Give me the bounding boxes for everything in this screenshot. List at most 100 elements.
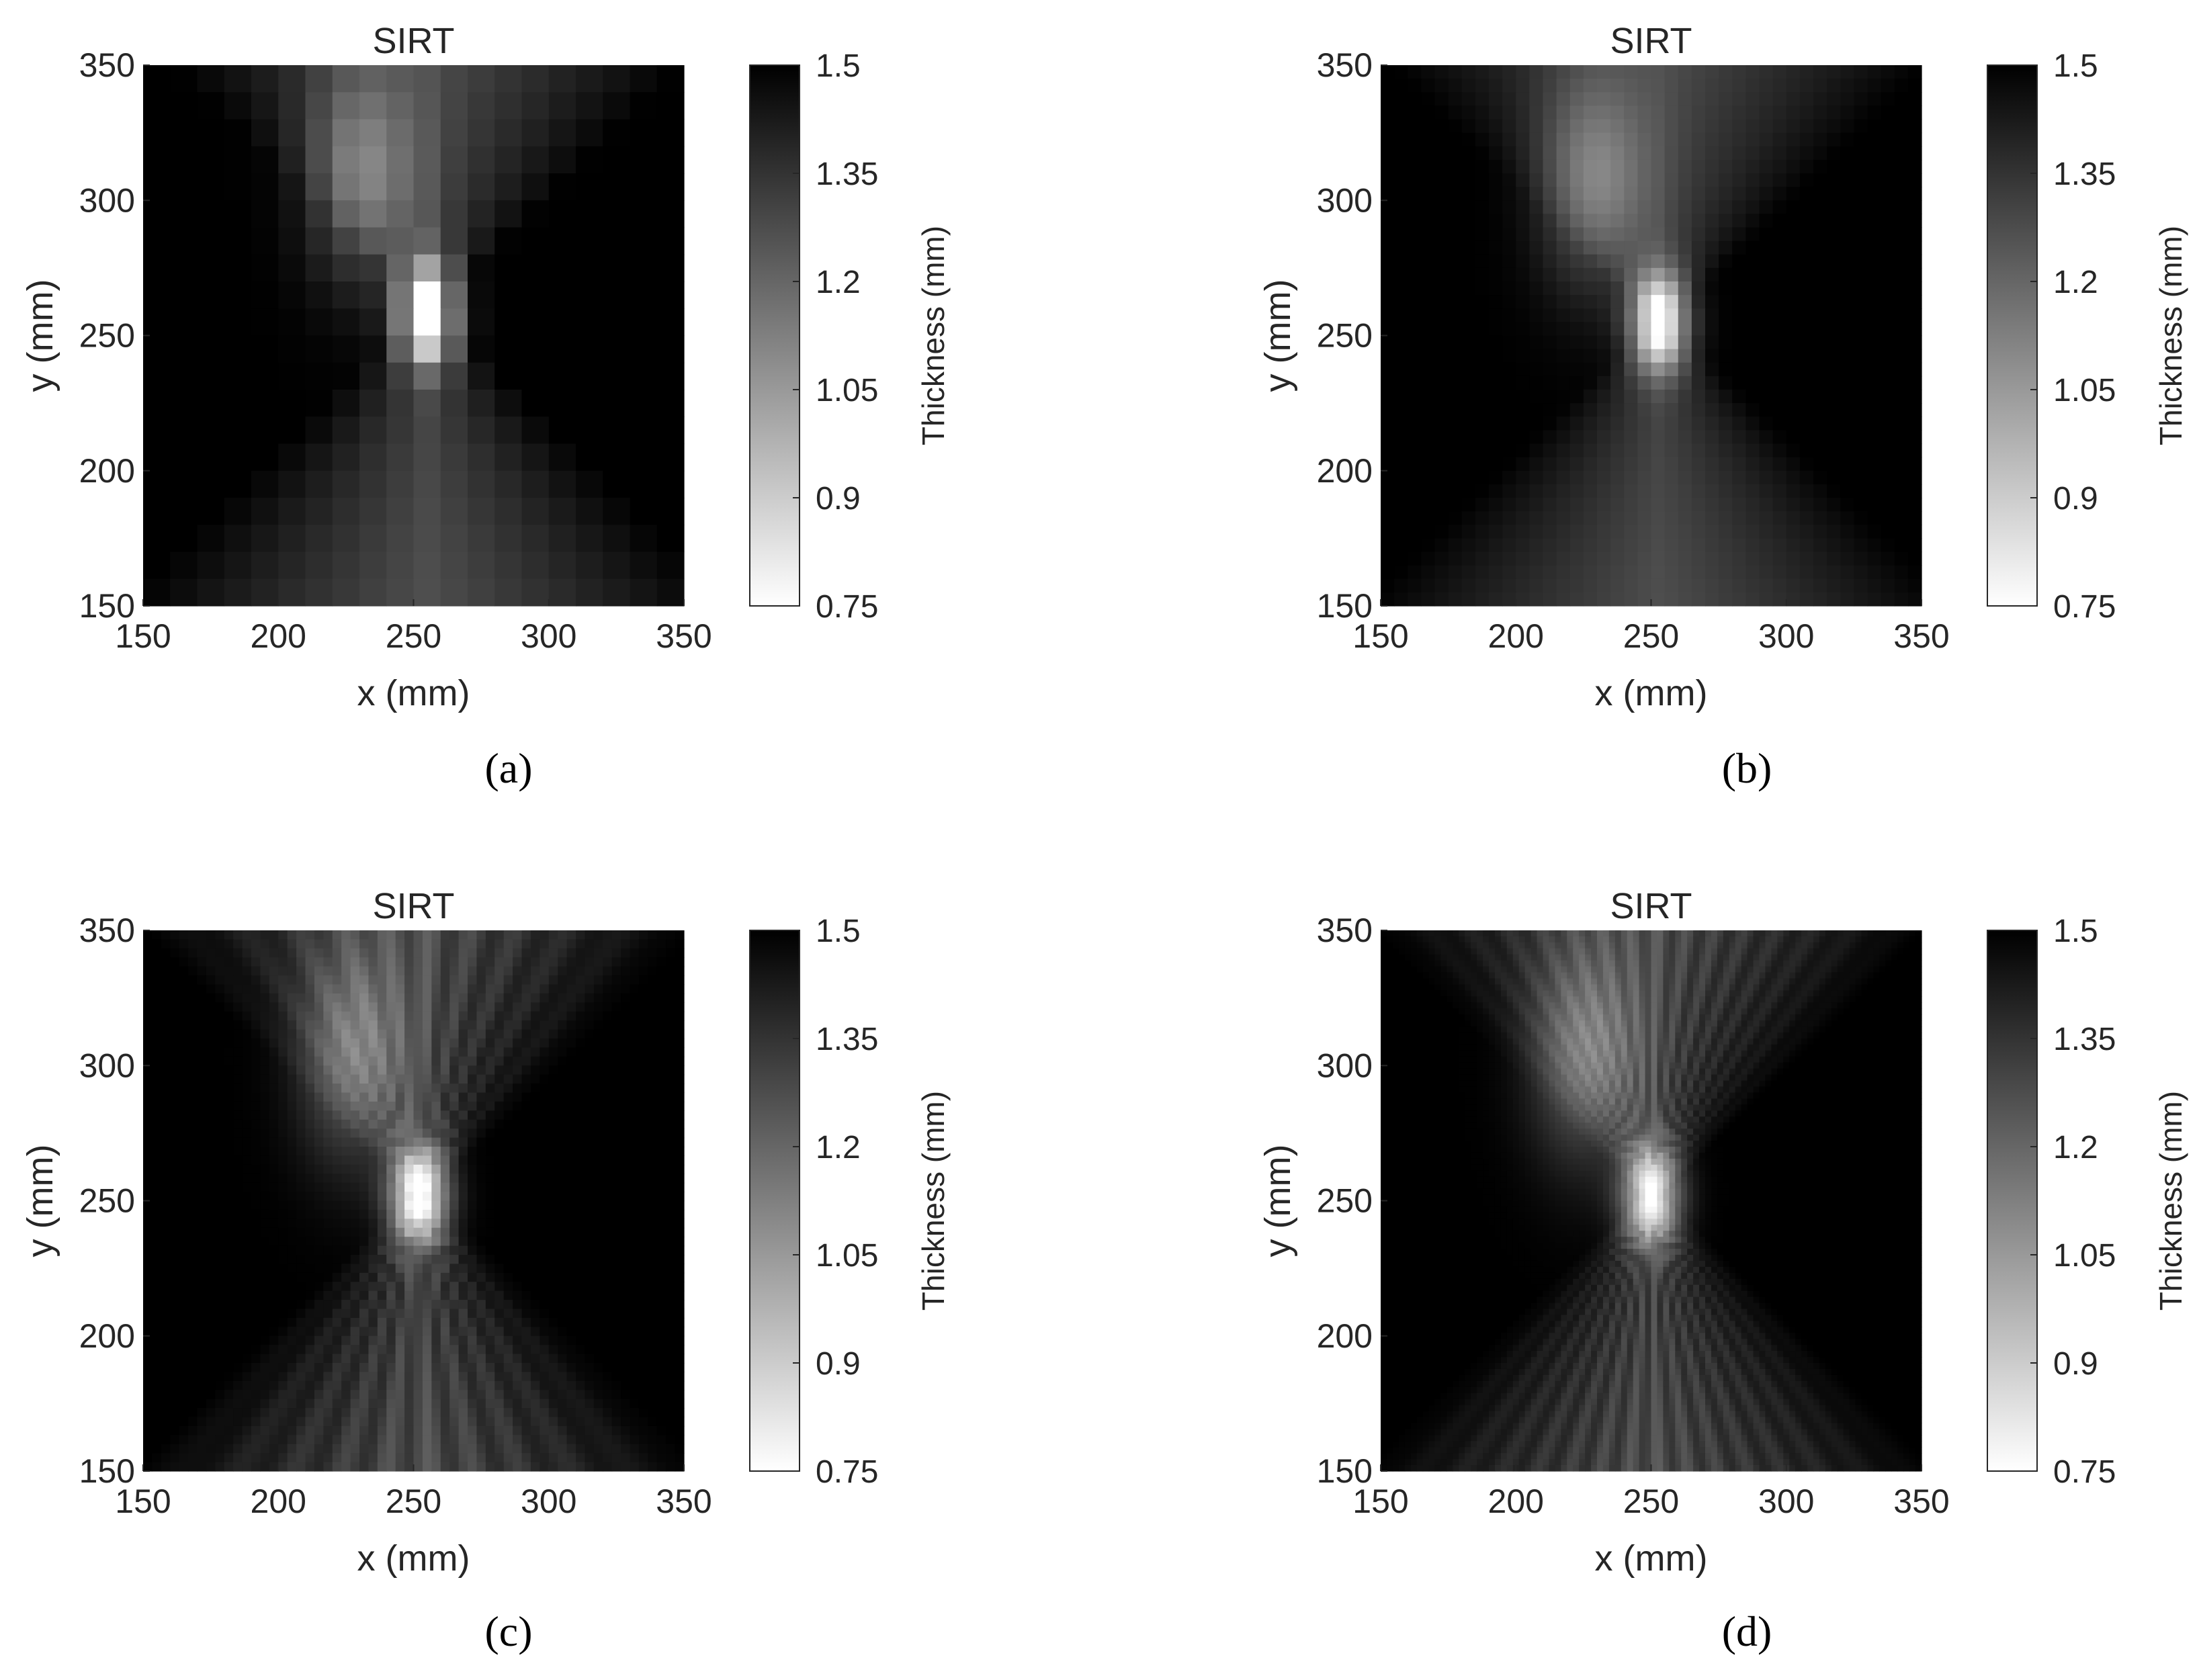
heatmap-cell bbox=[485, 1317, 495, 1327]
heatmap-cell bbox=[143, 1129, 153, 1139]
heatmap-cell bbox=[494, 1011, 505, 1021]
heatmap-cell bbox=[1664, 470, 1679, 485]
heatmap-cell bbox=[1813, 173, 1827, 187]
heatmap-cell bbox=[648, 1227, 658, 1237]
heatmap-cell bbox=[1705, 173, 1719, 187]
heatmap-cell bbox=[593, 1092, 603, 1102]
heatmap-cell bbox=[1840, 281, 1854, 296]
heatmap-cell bbox=[1583, 281, 1598, 296]
heatmap-cell bbox=[1881, 281, 1895, 296]
heatmap-cell bbox=[1827, 349, 1841, 363]
heatmap-cell bbox=[1664, 362, 1679, 377]
heatmap-cell bbox=[1421, 65, 1436, 79]
heatmap-cell bbox=[1637, 92, 1652, 106]
heatmap-cell bbox=[1556, 92, 1571, 106]
heatmap-cell bbox=[404, 1282, 415, 1292]
heatmap-cell bbox=[1394, 511, 1408, 525]
heatmap-cell bbox=[566, 1065, 576, 1075]
heatmap-cell bbox=[314, 1174, 324, 1184]
heatmap-cell bbox=[143, 1065, 153, 1075]
heatmap-cell bbox=[314, 1092, 324, 1102]
heatmap-cell bbox=[1719, 79, 1733, 93]
heatmap-cell bbox=[1502, 416, 1516, 431]
heatmap-cell bbox=[413, 1020, 423, 1030]
heatmap-cell bbox=[1705, 498, 1719, 512]
heatmap-cell bbox=[468, 92, 495, 120]
heatmap-cell bbox=[278, 957, 288, 967]
heatmap-cell bbox=[251, 993, 261, 1003]
heatmap-cell bbox=[1840, 308, 1854, 322]
heatmap-cell bbox=[1705, 281, 1719, 296]
heatmap-cell bbox=[468, 948, 478, 958]
heatmap-cell bbox=[1732, 132, 1746, 147]
heatmap-cell bbox=[1719, 214, 1733, 228]
heatmap-cell bbox=[675, 1345, 685, 1355]
y-tick-label: 250 bbox=[79, 317, 135, 355]
heatmap-cell bbox=[359, 1047, 370, 1057]
heatmap-cell bbox=[152, 1209, 162, 1219]
heatmap-cell bbox=[305, 1119, 315, 1129]
heatmap-cell bbox=[413, 390, 441, 417]
heatmap-cell bbox=[585, 1137, 595, 1147]
heatmap-cell bbox=[521, 1155, 531, 1165]
heatmap-cell bbox=[675, 1119, 685, 1129]
heatmap-cell bbox=[431, 1084, 441, 1094]
heatmap-cell bbox=[1732, 214, 1746, 228]
heatmap-cell bbox=[188, 930, 198, 940]
heatmap-cell bbox=[413, 1002, 423, 1012]
heatmap-cell bbox=[1448, 551, 1463, 566]
heatmap-cell bbox=[1461, 498, 1476, 512]
heatmap-cell bbox=[161, 1074, 171, 1084]
heatmap-cell bbox=[431, 1264, 441, 1274]
heatmap-cell bbox=[1434, 79, 1449, 93]
heatmap-cell bbox=[278, 1084, 288, 1094]
heatmap-cell bbox=[1813, 457, 1827, 472]
heatmap-cell bbox=[585, 1300, 595, 1310]
heatmap-cell bbox=[548, 173, 576, 201]
heatmap-cell bbox=[179, 1272, 189, 1282]
heatmap-cell bbox=[1745, 159, 1760, 174]
heatmap-cell bbox=[1827, 390, 1841, 404]
heatmap-cell bbox=[503, 1011, 513, 1021]
colorbar-tick-label: 0.9 bbox=[816, 481, 861, 517]
heatmap-cell bbox=[296, 1119, 306, 1129]
heatmap-cell bbox=[1867, 65, 1882, 79]
heatmap-cell bbox=[332, 1245, 342, 1255]
heatmap-cell bbox=[1381, 349, 1395, 363]
heatmap-cell bbox=[278, 1192, 288, 1202]
heatmap-cell bbox=[323, 1002, 333, 1012]
heatmap-cell bbox=[161, 939, 171, 949]
heatmap-cell bbox=[1637, 173, 1652, 187]
heatmap-cell bbox=[1759, 214, 1774, 228]
heatmap-cell bbox=[1502, 511, 1516, 525]
heatmap-cell bbox=[611, 1074, 621, 1084]
heatmap-cell bbox=[1705, 132, 1719, 147]
heatmap-cell bbox=[1502, 335, 1516, 350]
heatmap-cell bbox=[1502, 119, 1516, 134]
heatmap-cell bbox=[558, 1282, 568, 1292]
heatmap-cell bbox=[1475, 578, 1490, 593]
heatmap-cell bbox=[1772, 295, 1787, 309]
heatmap-cell bbox=[1529, 403, 1544, 417]
heatmap-cell bbox=[540, 1101, 550, 1111]
heatmap-cell bbox=[1664, 132, 1679, 147]
heatmap-cell bbox=[1583, 187, 1598, 201]
heatmap-cell bbox=[1772, 267, 1787, 282]
heatmap-cell bbox=[675, 1300, 685, 1310]
heatmap-cell bbox=[485, 939, 495, 949]
heatmap-cell bbox=[170, 1029, 180, 1039]
heatmap-cell bbox=[576, 362, 603, 390]
heatmap-cell bbox=[585, 1029, 595, 1039]
heatmap-cell bbox=[1448, 349, 1463, 363]
heatmap-cell bbox=[449, 1084, 460, 1094]
heatmap-cell bbox=[269, 1209, 279, 1219]
heatmap-cell bbox=[296, 948, 306, 958]
heatmap-cell bbox=[386, 119, 415, 147]
heatmap-cell bbox=[1854, 240, 1868, 255]
heatmap-cell bbox=[603, 443, 631, 472]
heatmap-cell bbox=[422, 939, 432, 949]
heatmap-cell bbox=[1543, 65, 1557, 79]
heatmap-cell bbox=[1624, 159, 1638, 174]
heatmap-cell bbox=[656, 308, 685, 337]
